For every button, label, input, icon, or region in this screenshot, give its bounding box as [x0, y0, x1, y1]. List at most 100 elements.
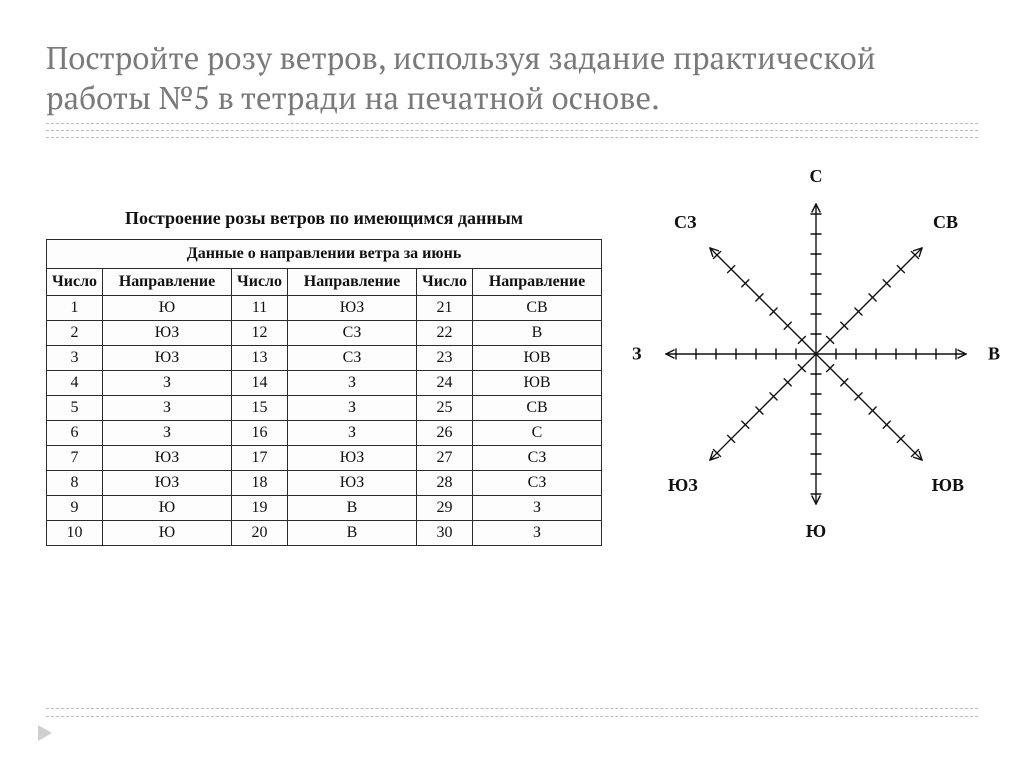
table-cell: 4 [47, 370, 103, 395]
table-cell: СЗ [473, 445, 602, 470]
col-dir-1: Направление [103, 268, 232, 295]
label-s: Ю [806, 521, 826, 542]
next-arrow-icon[interactable] [38, 725, 52, 741]
wind-data-table: Данные о направлении ветра за июнь Число… [46, 239, 602, 546]
table-row: 4З14З24ЮВ [47, 370, 602, 395]
table-cell: 16 [231, 420, 287, 445]
table-cell: 25 [416, 395, 472, 420]
label-w: З [632, 343, 642, 364]
table-cell: З [288, 395, 417, 420]
table-cell: ЮЗ [288, 470, 417, 495]
col-dir-2: Направление [288, 268, 417, 295]
table-row: 9Ю19В29З [47, 495, 602, 520]
table-cell: 3 [47, 345, 103, 370]
table-column-header: Число Направление Число Направление Числ… [47, 268, 602, 295]
col-num-1: Число [47, 268, 103, 295]
table-super-header-cell: Данные о направлении ветра за июнь [47, 239, 602, 268]
col-num-2: Число [231, 268, 287, 295]
table-row: 7ЮЗ17ЮЗ27СЗ [47, 445, 602, 470]
table-cell: 23 [416, 345, 472, 370]
table-cell: В [473, 320, 602, 345]
footer-divider-2 [46, 716, 978, 717]
compass-rose-diagram: С Ю З В СВ СЗ ЮВ ЮЗ [626, 164, 1006, 544]
table-cell: СВ [473, 395, 602, 420]
table-super-header: Данные о направлении ветра за июнь [47, 239, 602, 268]
label-n: С [810, 166, 823, 187]
table-cell: 15 [231, 395, 287, 420]
table-cell: 13 [231, 345, 287, 370]
table-cell: Ю [103, 495, 232, 520]
table-cell: 19 [231, 495, 287, 520]
table-row: 3ЮЗ13СЗ23ЮВ [47, 345, 602, 370]
table-cell: 24 [416, 370, 472, 395]
table-cell: 12 [231, 320, 287, 345]
table-cell: 8 [47, 470, 103, 495]
table-cell: 6 [47, 420, 103, 445]
table-cell: 18 [231, 470, 287, 495]
table-cell: 30 [416, 520, 472, 545]
table-row: 8ЮЗ18ЮЗ28СЗ [47, 470, 602, 495]
table-cell: ЮЗ [103, 320, 232, 345]
table-body: 1Ю11ЮЗ21СВ2ЮЗ12СЗ22В3ЮЗ13СЗ23ЮВ4З14З24ЮВ… [47, 295, 602, 545]
table-row: 6З16З26С [47, 420, 602, 445]
table-cell: Ю [103, 520, 232, 545]
table-cell: СЗ [288, 320, 417, 345]
table-cell: 27 [416, 445, 472, 470]
table-section: Построение розы ветров по имеющимся данн… [46, 208, 602, 546]
table-cell: 29 [416, 495, 472, 520]
content-row: Построение розы ветров по имеющимся данн… [46, 208, 978, 546]
footer-divider-1 [46, 708, 978, 709]
table-cell: СВ [473, 295, 602, 320]
table-cell: 26 [416, 420, 472, 445]
table-row: 2ЮЗ12СЗ22В [47, 320, 602, 345]
table-cell: ЮЗ [288, 295, 417, 320]
table-row: 10Ю20В30З [47, 520, 602, 545]
page-title: Постройте розу ветров, используя задание… [46, 38, 978, 119]
table-cell: 21 [416, 295, 472, 320]
table-cell: 10 [47, 520, 103, 545]
table-cell: 20 [231, 520, 287, 545]
table-cell: ЮВ [473, 370, 602, 395]
table-cell: 5 [47, 395, 103, 420]
table-cell: 14 [231, 370, 287, 395]
table-cell: ЮЗ [103, 445, 232, 470]
table-cell: З [103, 370, 232, 395]
col-dir-3: Направление [473, 268, 602, 295]
table-row: 5З15З25СВ [47, 395, 602, 420]
label-e: В [988, 343, 1000, 364]
table-cell: 11 [231, 295, 287, 320]
table-cell: СЗ [288, 345, 417, 370]
table-cell: С [473, 420, 602, 445]
table-cell: ЮЗ [103, 345, 232, 370]
table-cell: 17 [231, 445, 287, 470]
table-cell: СЗ [473, 470, 602, 495]
table-cell: 9 [47, 495, 103, 520]
table-cell: 22 [416, 320, 472, 345]
table-cell: З [473, 520, 602, 545]
table-cell: З [473, 495, 602, 520]
title-divider-bot [46, 137, 978, 138]
table-cell: ЮВ [473, 345, 602, 370]
table-cell: В [288, 495, 417, 520]
table-row: 1Ю11ЮЗ21СВ [47, 295, 602, 320]
table-cell: В [288, 520, 417, 545]
table-cell: З [288, 420, 417, 445]
table-cell: 7 [47, 445, 103, 470]
table-cell: З [103, 420, 232, 445]
slide: Постройте розу ветров, используя задание… [0, 0, 1024, 767]
table-cell: ЮЗ [103, 470, 232, 495]
title-divider-mid [46, 130, 978, 131]
col-num-3: Число [416, 268, 472, 295]
label-sw: ЮЗ [668, 475, 698, 496]
table-cell: ЮЗ [288, 445, 417, 470]
table-cell: 28 [416, 470, 472, 495]
table-cell: 1 [47, 295, 103, 320]
table-cell: З [288, 370, 417, 395]
table-title: Построение розы ветров по имеющимся данн… [46, 208, 602, 229]
label-se: ЮВ [932, 475, 964, 496]
table-cell: 2 [47, 320, 103, 345]
title-divider-top [46, 123, 978, 124]
label-nw: СЗ [674, 212, 697, 233]
table-cell: З [103, 395, 232, 420]
table-cell: Ю [103, 295, 232, 320]
